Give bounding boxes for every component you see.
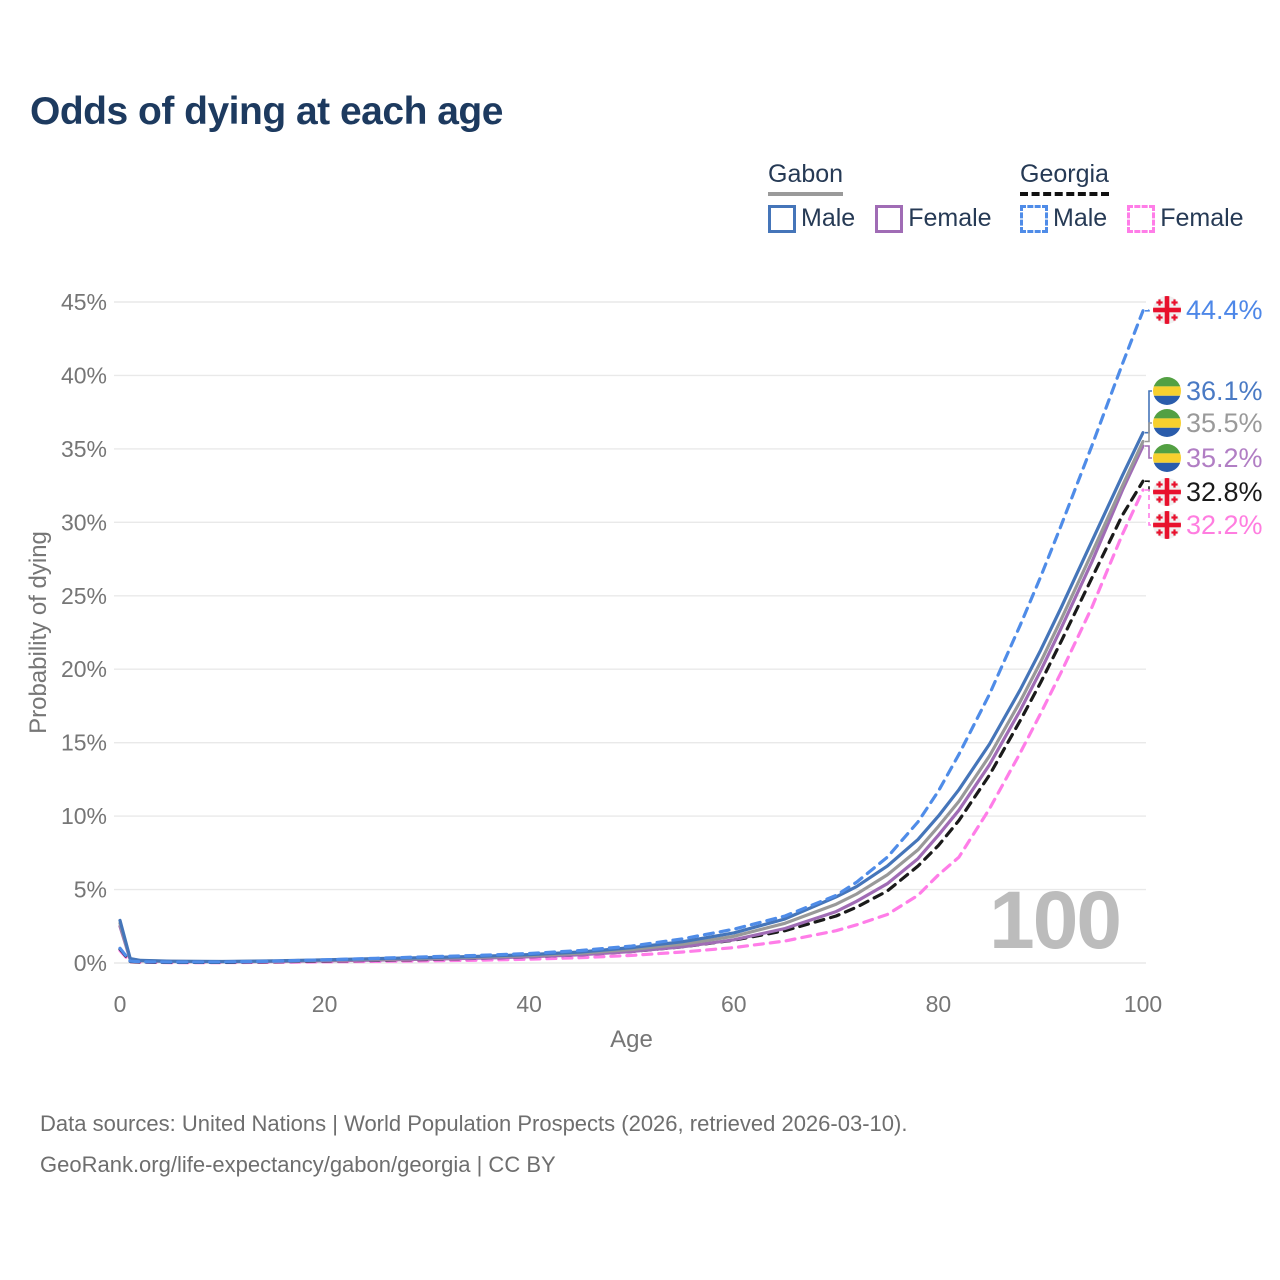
age-counter-watermark: 100	[989, 875, 1120, 966]
end-value-label: 32.8%	[1186, 477, 1263, 507]
legend-label-gabon-female: Female	[908, 204, 992, 232]
end-label-connector	[1145, 390, 1152, 434]
gabon-male-swatch-icon	[768, 204, 796, 233]
end-label-connector	[1145, 309, 1152, 312]
x-tick-label: 80	[926, 991, 952, 1017]
x-axis-title: Age	[610, 1026, 653, 1053]
x-tick-label: 60	[721, 991, 747, 1017]
y-axis-title: Probability of dying	[25, 531, 52, 734]
georgia-flag-icon	[1153, 478, 1181, 506]
gabon-flag-icon	[1153, 377, 1181, 405]
y-tick-label: 35%	[61, 436, 107, 462]
legend-country-gabon: Gabon	[768, 160, 844, 196]
end-value-label: 44.4%	[1186, 295, 1263, 325]
end-label-connector	[1145, 489, 1152, 526]
x-tick-label: 0	[114, 991, 127, 1017]
gabon-female-swatch-icon	[875, 204, 904, 233]
gabon-flag-icon	[1153, 409, 1181, 437]
data-sources: Data sources: United Nations | World Pop…	[40, 1103, 907, 1185]
line-chart: 0% 5% 10% 15% 20% 25% 30% 35% 40% 45% 0 20 40 60 80 100…	[25, 289, 1263, 1053]
y-tick-label: 5%	[74, 877, 107, 903]
legend-item-gabon-female[interactable]: Female	[875, 204, 992, 233]
legend-label-georgia-male: Male	[1053, 204, 1108, 232]
y-tick-label: 15%	[61, 730, 107, 756]
end-value-label: 32.2%	[1186, 510, 1263, 540]
x-tick-label: 40	[516, 991, 542, 1017]
end-value-label: 35.5%	[1186, 408, 1263, 438]
legend-group-gabon: Gabon Male Female	[768, 160, 992, 233]
legend-label-georgia-female: Female	[1160, 204, 1244, 232]
series-line-georgia-male	[118, 309, 1145, 964]
georgia-male-swatch-icon	[1020, 204, 1048, 233]
y-tick-label: 45%	[61, 289, 107, 315]
y-tick-label: 25%	[61, 583, 107, 609]
data-sources-line2: GeoRank.org/life-expectancy/gabon/georgi…	[40, 1152, 556, 1177]
legend-item-georgia-female[interactable]: Female	[1127, 204, 1244, 233]
georgia-female-swatch-icon	[1127, 204, 1156, 233]
page-title: Odds of dying at each age	[30, 90, 503, 133]
y-tick-label: 40%	[61, 362, 107, 388]
y-tick-label: 0%	[74, 950, 107, 976]
end-label-connector	[1145, 445, 1152, 459]
legend: Gabon Male Female Georgia Male Female	[0, 160, 1280, 250]
legend-country-georgia: Georgia	[1020, 160, 1109, 196]
legend-item-gabon-male[interactable]: Male	[768, 204, 855, 233]
georgia-flag-icon	[1153, 511, 1181, 539]
gabon-flag-icon	[1153, 444, 1181, 472]
series-line-georgia-both	[118, 479, 1145, 964]
y-tick-label: 30%	[61, 509, 107, 535]
y-tick-label: 20%	[61, 656, 107, 682]
x-tick-label: 20	[312, 991, 338, 1017]
end-label-connector	[1145, 480, 1152, 493]
legend-item-georgia-male[interactable]: Male	[1020, 204, 1107, 233]
y-tick-label: 10%	[61, 803, 107, 829]
end-value-label: 36.1%	[1186, 376, 1263, 406]
legend-label-gabon-male: Male	[801, 204, 856, 232]
end-label-connector	[1145, 422, 1152, 443]
legend-group-georgia: Georgia Male Female	[1020, 160, 1244, 233]
x-tick-label: 100	[1124, 991, 1162, 1017]
georgia-flag-icon	[1153, 296, 1181, 324]
data-sources-line1: Data sources: United Nations | World Pop…	[40, 1111, 908, 1136]
end-value-label: 35.2%	[1186, 443, 1263, 473]
